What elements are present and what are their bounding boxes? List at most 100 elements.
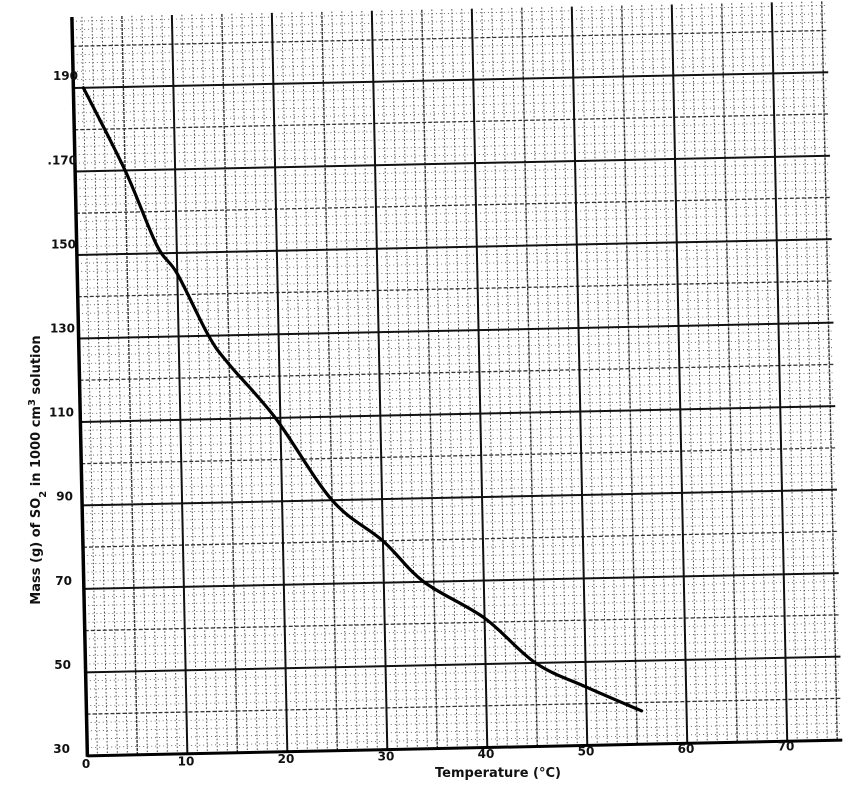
grid-major-vline (170, 14, 189, 754)
grid-minor-hline (85, 647, 841, 665)
grid-minor-vline (541, 7, 558, 747)
grid-major-vline (370, 10, 389, 750)
grid-minor-vline (121, 16, 139, 755)
grid-minor-hline (81, 480, 837, 498)
grid-major-hline (80, 405, 836, 423)
x-axis-label: Temperature (°C) (435, 766, 561, 781)
grid-major-lines (70, 2, 843, 757)
grid-minor-hline (76, 222, 832, 239)
y-tick-label: 70 (55, 574, 72, 588)
grid-minor-vline (511, 7, 528, 747)
grid-major-hline (85, 655, 841, 674)
grid-minor-vline (261, 13, 278, 752)
grid-minor-hline (85, 639, 841, 657)
y-tick-label: 130 (50, 322, 75, 336)
grid-minor-hline (78, 330, 834, 348)
grid-minor-hline (72, 13, 827, 30)
grid-minor-vline (331, 11, 348, 751)
grid-minor-vline (341, 11, 358, 751)
grid-minor-hline (87, 731, 843, 748)
grid-minor-hline (83, 556, 839, 573)
grid-minor-hline (80, 430, 836, 448)
grid-minor-hline (72, 21, 828, 39)
grid-minor-hline (77, 247, 832, 264)
grid-minor-hline (79, 363, 835, 381)
grid-minor-hline (73, 55, 828, 72)
grid-minor-vline (291, 12, 308, 752)
y-tick-label: 150 (51, 237, 76, 251)
grid-minor-vline (521, 7, 538, 747)
grid-minor-hline (79, 347, 834, 364)
grid-minor-vline (141, 15, 158, 755)
grid-minor-vline (751, 2, 768, 742)
y-tick-label: 50 (54, 658, 71, 672)
grid-major-vline (570, 6, 589, 746)
grid-minor-hline (86, 689, 842, 707)
grid-minor-vline (461, 8, 478, 748)
grid-minor-hline (79, 355, 835, 373)
grid-major-hline (75, 154, 830, 173)
grid-minor-vline (501, 8, 518, 747)
grid-major-hline (83, 572, 839, 590)
grid-minor-vline (721, 3, 738, 743)
grid-minor-vline (401, 10, 418, 749)
y-axis-label: Mass (g) of SO2 in 1000 cm3 solution (27, 335, 49, 604)
grid-minor-hline (83, 564, 839, 581)
grid-minor-vline (381, 10, 398, 750)
grid-minor-hline (86, 706, 842, 723)
grid-minor-vline (101, 16, 118, 756)
grid-minor-hline (71, 5, 827, 22)
x-axis-tick-labels: 0 10 20 30 40 50 60 70 (82, 740, 795, 772)
grid-minor-hline (86, 697, 842, 715)
grid-minor-hline (86, 681, 841, 698)
grid-major-vline (770, 2, 789, 742)
grid-minor-hline (75, 163, 831, 181)
x-tick-label: 70 (778, 740, 795, 754)
grid-minor-hline (75, 188, 831, 206)
grid-minor-vline (621, 5, 638, 745)
grid-minor-hline (81, 472, 837, 490)
y-tick-label: .170 (47, 153, 77, 167)
grid-minor-hline (85, 664, 841, 682)
grid-minor-hline (76, 230, 832, 247)
grid-minor-hline (74, 121, 830, 139)
grid-minor-vline (711, 3, 728, 743)
grid-minor-hline (82, 497, 838, 515)
solubility-curve (81, 86, 644, 713)
grid-minor-vline (191, 14, 208, 754)
grid-minor-hline (84, 614, 840, 632)
grid-minor-hline (74, 105, 829, 122)
grid-minor-hline (82, 514, 838, 531)
grid-minor-vline (301, 12, 318, 752)
grid-minor-vline (811, 1, 828, 741)
y-tick-label: 190 (53, 69, 78, 83)
grid-minor-vline (731, 3, 748, 743)
grid-minor-hline (77, 272, 833, 289)
grid-minor-hline (72, 46, 828, 64)
x-tick-label: 10 (178, 755, 195, 769)
grid-minor-hline (82, 505, 838, 523)
x-tick-label: 20 (278, 752, 295, 766)
grid-minor-hline (73, 88, 829, 106)
grid-minor-hline (84, 606, 840, 623)
grid-minor-hline (84, 597, 840, 615)
grid-minor-vline (481, 8, 498, 748)
grid-minor-vline (821, 1, 838, 741)
grid-minor-vline (321, 11, 339, 751)
grid-major-hline (82, 488, 837, 507)
grid-major-hline (78, 321, 834, 340)
grid-minor-hline (74, 147, 830, 164)
grid-minor-vline (81, 16, 98, 756)
grid-minor-hline (78, 339, 834, 356)
grid-minor-hline (79, 372, 835, 389)
x-tick-label: 60 (678, 742, 695, 756)
grid-minor-hline (72, 29, 828, 47)
grid-minor-hline (80, 389, 835, 406)
grid-minor-hline (84, 581, 839, 598)
grid-minor-hline (81, 455, 837, 473)
grid-minor-vline (351, 11, 368, 751)
grid-minor-vline (561, 6, 578, 746)
grid-minor-vline (251, 13, 268, 753)
grid-minor-vline (211, 14, 228, 753)
